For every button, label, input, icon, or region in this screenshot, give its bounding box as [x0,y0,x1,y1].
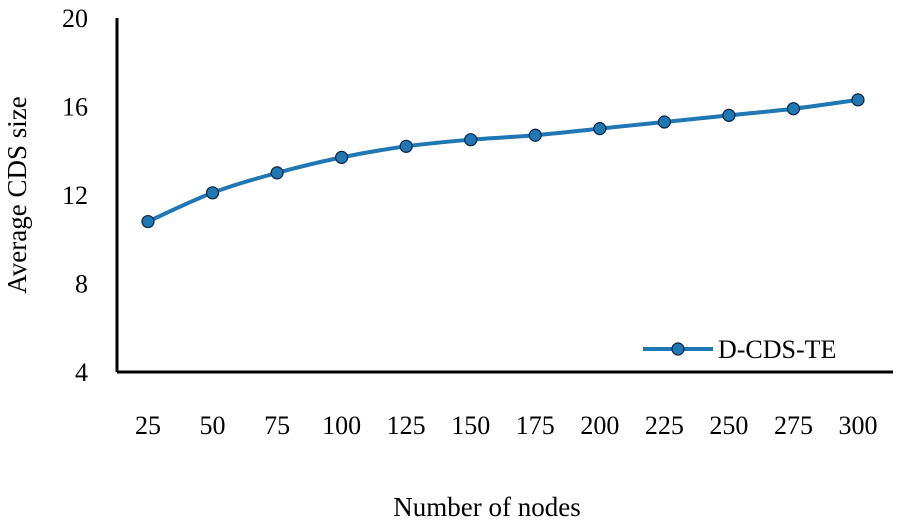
y-tick-label: 4 [75,358,88,387]
legend-swatch-marker [671,342,685,356]
data-point [528,128,542,142]
x-tick-label: 75 [264,411,290,440]
x-tick-label: 275 [774,411,813,440]
data-point [270,166,284,180]
series-layer [141,93,865,229]
data-point [593,122,607,136]
x-tick-label: 50 [200,411,226,440]
x-tick-label: 200 [580,411,619,440]
y-tick-label: 20 [62,4,88,33]
x-tick-label: 225 [645,411,684,440]
legend-label: D-CDS-TE [718,335,836,364]
series-line [147,97,859,224]
y-tick-label: 16 [62,93,88,122]
data-point [335,150,349,164]
y-axis-title: Average CDS size [2,96,32,293]
legend: D-CDS-TE [643,335,836,364]
x-tick-label: 100 [322,411,361,440]
x-tick-label: 175 [516,411,555,440]
x-tick-label: 150 [451,411,490,440]
y-tick-label: 12 [62,181,88,210]
y-tick-label: 8 [75,270,88,299]
data-point [141,214,155,229]
data-point [786,102,801,116]
y-tick-labels: 20 16 12 8 4 [62,4,88,387]
data-point [851,93,865,107]
x-tick-label: 300 [839,411,878,440]
x-tick-label: 25 [135,411,161,440]
data-point [464,133,478,147]
data-point [657,115,671,129]
x-axis-title: Number of nodes [393,492,580,522]
x-tick-label: 250 [709,411,748,440]
data-point [205,186,220,200]
x-tick-label: 125 [387,411,426,440]
x-tick-labels: 25 50 75 100 125 150 175 200 225 250 275 300 [135,411,878,440]
data-point [722,108,736,122]
data-point [399,139,413,153]
